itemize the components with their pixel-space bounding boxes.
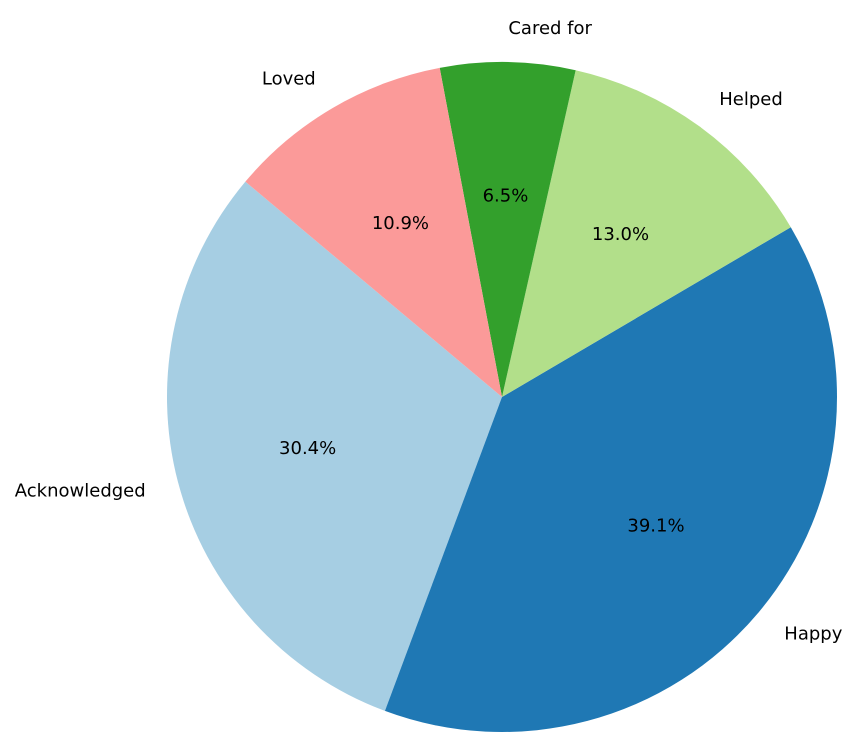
pie-slice-cared-for bbox=[439, 62, 576, 398]
pie-slice-acknowledged bbox=[167, 181, 502, 711]
pie-value-label-loved: 10.9% bbox=[372, 213, 429, 234]
pie-value-label-acknowledged: 30.4% bbox=[279, 438, 336, 459]
pie-value-label-helped: 13.0% bbox=[592, 224, 649, 245]
pie-value-label-happy: 39.1% bbox=[627, 516, 684, 537]
pie-value-label-cared-for: 6.5% bbox=[483, 186, 529, 207]
pie-category-label-happy: Happy bbox=[784, 623, 842, 644]
pie-labels: 30.4% Acknowledged 39.1% Happy 13.0% Helped 6.… bbox=[15, 18, 843, 644]
pie-category-label-cared-for: Cared for bbox=[508, 18, 592, 39]
pie-slice-loved bbox=[245, 67, 502, 397]
pie-slice-helped bbox=[502, 70, 791, 397]
pie-category-label-loved: Loved bbox=[262, 69, 316, 90]
pie-category-label-helped: Helped bbox=[719, 89, 783, 110]
pie-slice-happy bbox=[384, 227, 838, 733]
pie-slices bbox=[167, 62, 838, 733]
pie-category-label-acknowledged: Acknowledged bbox=[15, 480, 146, 501]
